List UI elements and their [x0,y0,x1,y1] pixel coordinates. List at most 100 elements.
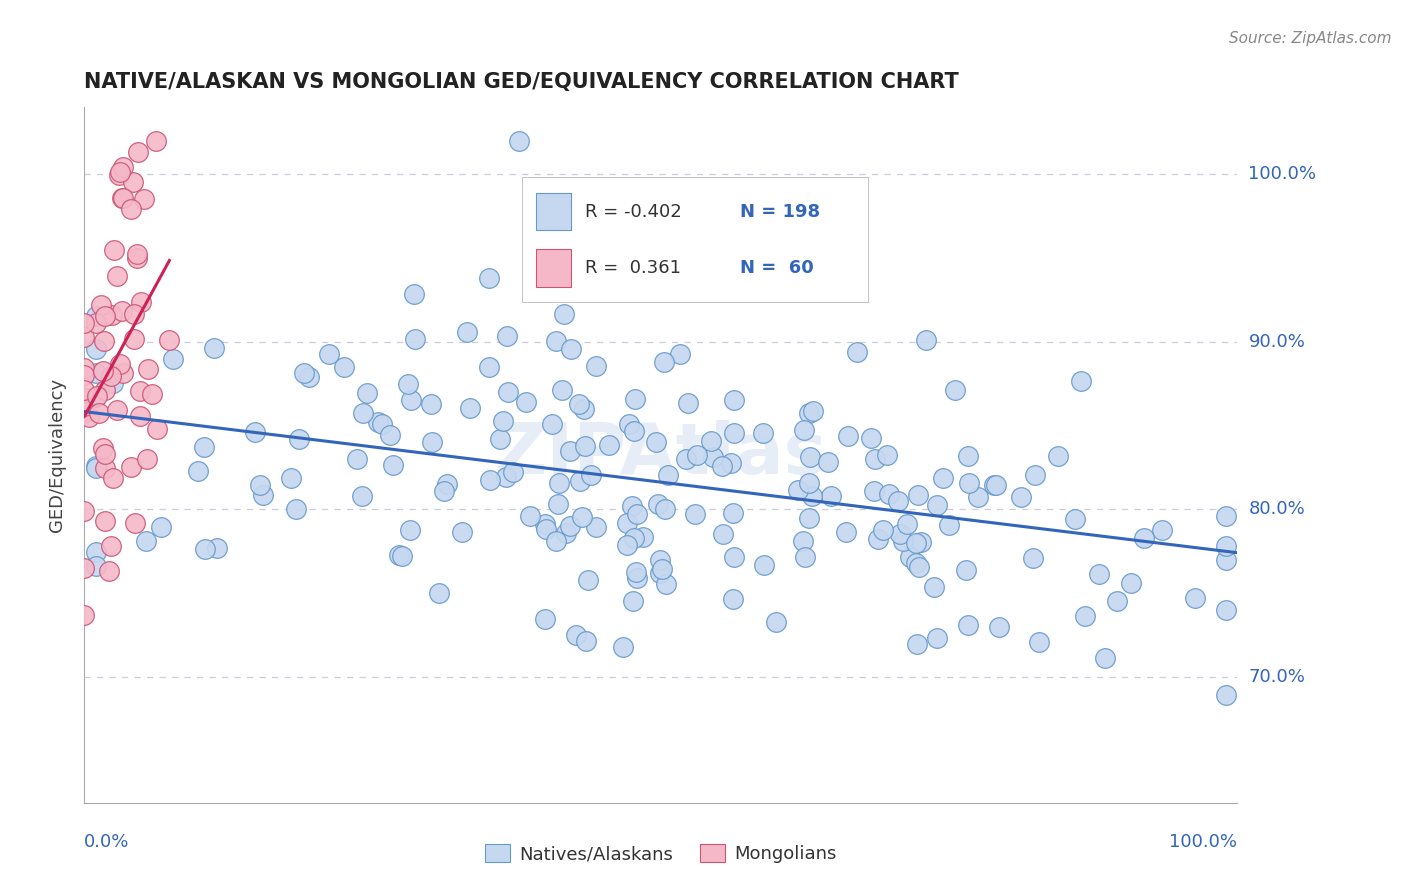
Point [654,502,676,516]
Point [835,524,858,539]
Point [938,517,960,532]
Point [458,401,481,415]
Point [122,333,145,347]
Point [711,526,734,541]
Point [799,450,821,464]
Point [956,617,979,632]
Point [560,518,582,533]
Point [111,366,134,380]
Point [1064,512,1087,526]
Point [1107,594,1129,608]
Point [621,594,644,608]
Point [73,403,96,417]
Point [621,499,644,513]
Point [136,451,159,466]
Point [436,477,458,491]
Point [657,468,679,483]
Point [391,549,413,564]
Point [837,428,859,442]
Point [1215,688,1237,702]
Point [617,417,640,432]
Text: N = 198: N = 198 [741,202,821,220]
Point [127,145,149,159]
Point [955,563,977,577]
Point [866,532,889,546]
Point [87,406,110,420]
Point [129,295,152,310]
Point [633,530,655,544]
Point [84,366,107,380]
Point [908,559,931,574]
Point [98,564,121,578]
Point [891,534,914,549]
Point [120,459,142,474]
Point [626,571,648,585]
Point [576,574,599,588]
Point [905,536,928,550]
Point [1184,591,1206,605]
Point [352,406,374,420]
Point [651,562,673,576]
Point [721,506,744,520]
Point [101,308,124,322]
Point [356,386,378,401]
Point [73,316,96,330]
Point [675,451,697,466]
Point [1070,375,1092,389]
Point [1121,576,1143,591]
Text: R =  0.361: R = 0.361 [585,259,681,277]
Point [932,470,955,484]
Point [145,134,167,148]
Point [86,389,108,403]
Point [863,452,886,467]
Point [110,303,132,318]
Point [536,522,558,536]
Point [943,383,966,397]
Point [534,517,557,532]
Point [84,310,107,324]
Point [108,165,131,179]
Point [575,633,598,648]
Point [685,507,707,521]
Text: Source: ZipAtlas.com: Source: ZipAtlas.com [1229,31,1392,46]
Point [249,478,271,492]
Point [565,628,588,642]
Point [787,483,810,498]
Point [73,384,96,398]
Point [1028,635,1050,649]
Point [644,434,666,449]
Point [84,316,107,330]
Point [145,422,167,436]
Point [1046,449,1069,463]
Point [1074,608,1097,623]
Point [456,325,478,339]
Text: 100.0%: 100.0% [1170,833,1237,851]
Point [73,361,96,376]
Point [187,464,209,478]
Point [103,376,125,390]
Point [702,450,724,464]
Point [352,489,374,503]
Point [988,620,1011,634]
Point [93,383,115,397]
Point [103,244,125,258]
Text: 70.0%: 70.0% [1249,668,1305,686]
Point [380,428,402,442]
Point [623,424,645,438]
Point [90,298,112,312]
Point [896,517,918,532]
Point [572,401,595,416]
Point [624,392,647,407]
Point [120,202,142,216]
Point [1094,650,1116,665]
Point [508,135,530,149]
Point [495,470,517,484]
Point [569,474,592,488]
Point [333,359,356,374]
Point [73,391,96,405]
Text: 80.0%: 80.0% [1249,500,1305,518]
FancyBboxPatch shape [536,193,571,230]
Point [585,359,607,373]
Point [502,465,524,479]
Point [94,447,117,461]
